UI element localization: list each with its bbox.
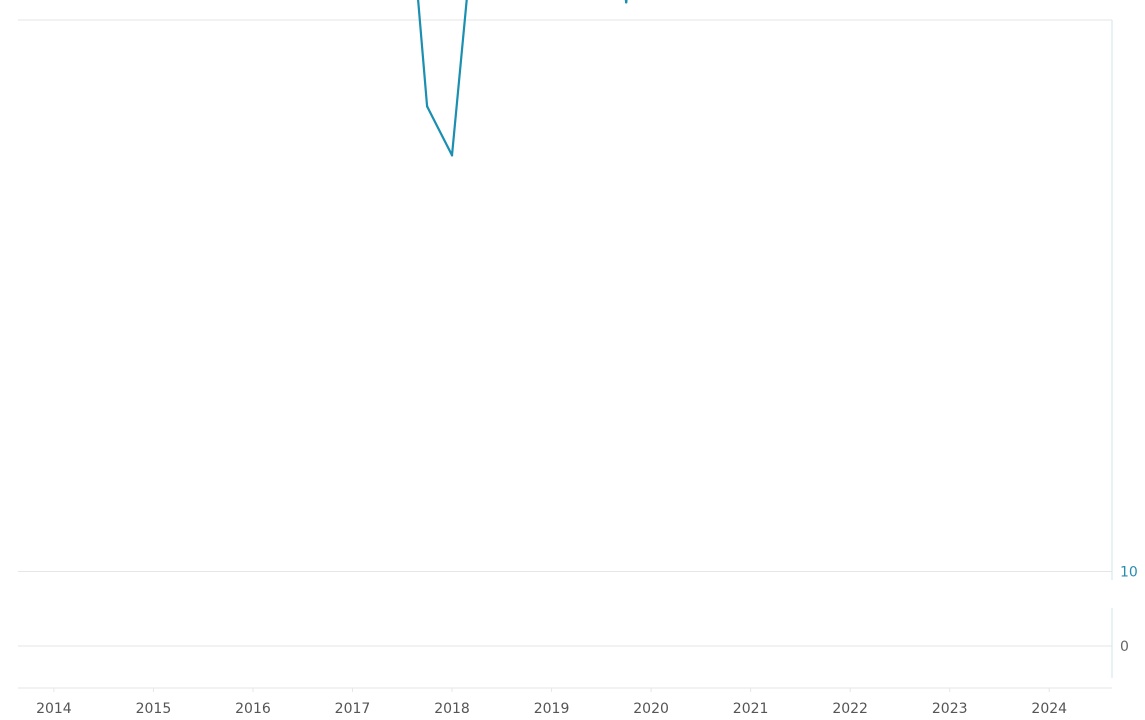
x-tick-label: 2018 (434, 701, 470, 717)
x-axis-tick-labels: 2014 2015 2016 2017 2018 2019 2020 2021 2022 2023… (36, 701, 1067, 717)
y-axis-tick-labels: 1020304050607080900 (1120, 565, 1138, 656)
x-tick-label: 2024 (1031, 701, 1067, 717)
x-tick-label: 2016 (235, 701, 271, 717)
x-tick-label: 2015 (136, 701, 172, 717)
x-tick-label: 2022 (832, 701, 868, 717)
data-point (450, 154, 454, 157)
x-tick-label: 2017 (335, 701, 371, 717)
y-tick-label-lower: 0 (1120, 639, 1129, 655)
gridlines (18, 19, 1112, 689)
x-tick-label: 2023 (932, 701, 968, 717)
axes (53, 20, 1113, 692)
data-point (425, 105, 429, 108)
x-tick-label: 2019 (534, 701, 570, 717)
data-point (625, 1, 628, 4)
y-tick-label: 10 (1120, 565, 1138, 581)
x-tick-label: 2014 (36, 701, 72, 717)
series-layer (417, 0, 628, 157)
x-tick-label: 2020 (633, 701, 669, 717)
x-tick-label: 2021 (733, 701, 769, 717)
series-line (417, 0, 628, 157)
